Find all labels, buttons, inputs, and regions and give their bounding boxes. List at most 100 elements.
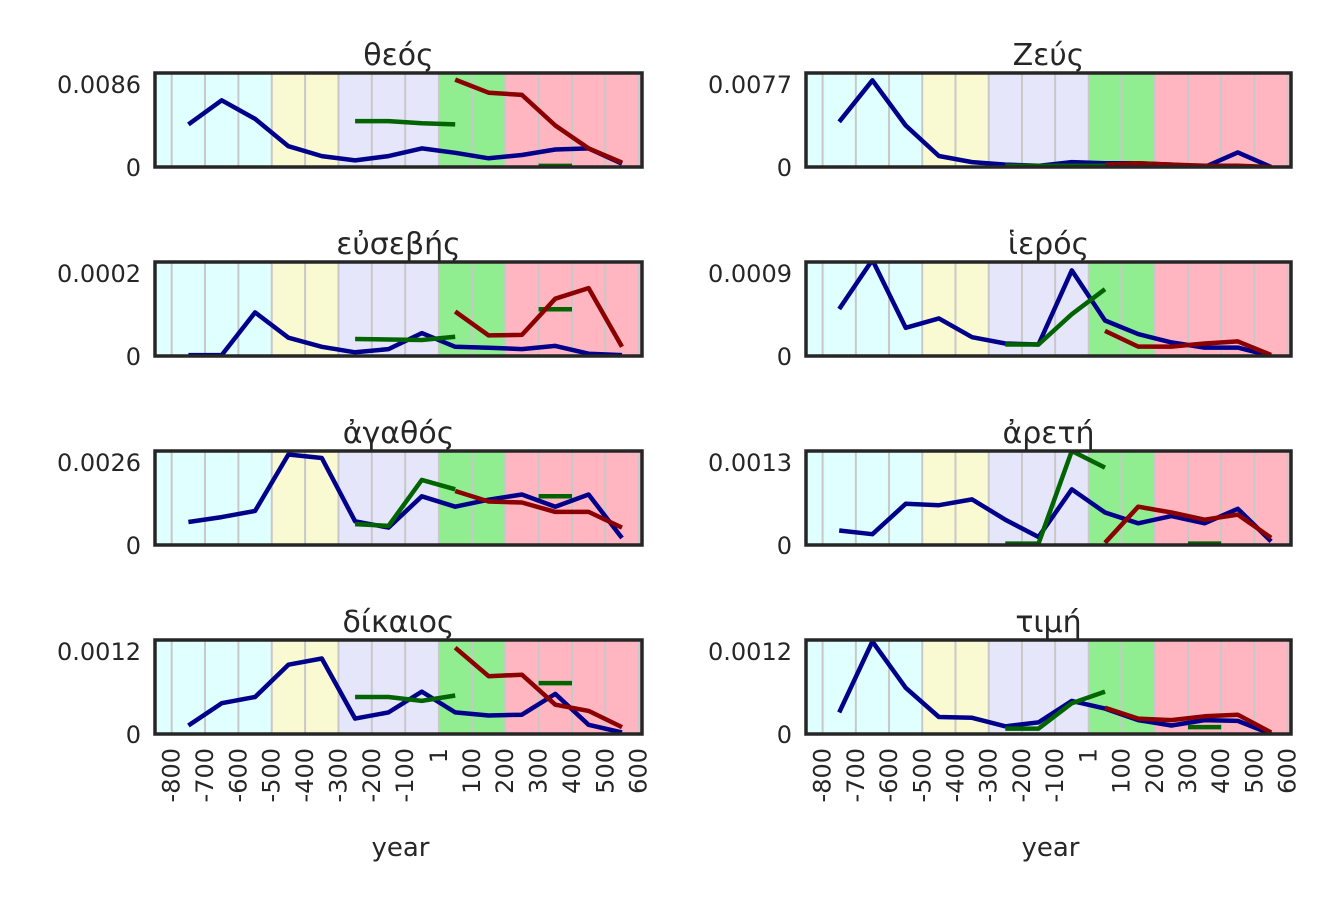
panel-plot-area: [806, 640, 1291, 734]
panel-2: Ζεύς 0.0077 0: [708, 38, 1293, 182]
y-tick-label-min: 0: [126, 721, 141, 749]
panel-4: ἱερός 0.0009 0: [708, 227, 1293, 371]
x-tick-label: -400: [942, 748, 970, 802]
panel-plot-area: [806, 451, 1291, 545]
y-tick-label-max: 0.0077: [708, 71, 792, 99]
series-line-red: [454, 488, 623, 530]
y-tick-label-max: 0.0009: [708, 260, 792, 288]
x-tick-label: 300: [1174, 748, 1202, 794]
panel-frame: [804, 71, 1293, 169]
x-tick-label: 1: [1075, 748, 1103, 763]
period-band: [155, 73, 272, 167]
y-tick-label-max: 0.0002: [57, 260, 141, 288]
y-tick-label-max: 0.0012: [708, 638, 792, 666]
x-tick-label: 600: [625, 748, 653, 794]
y-tick-label-min: 0: [126, 532, 141, 560]
y-tick-label-min: 0: [126, 343, 141, 371]
x-tick-label: 200: [491, 748, 519, 794]
panel-plot-area: [155, 73, 642, 167]
panel-5: ἀγαθός 0.0026 0: [57, 416, 644, 560]
series-line-blue: [187, 98, 623, 166]
x-tick-label: -800: [809, 748, 837, 802]
series-line-green: [354, 477, 456, 529]
panel-title: ἱερός: [1008, 227, 1089, 262]
x-tick-label: -500: [258, 748, 286, 802]
x-tick-label: 500: [1241, 748, 1269, 794]
series-line-blue: [837, 640, 1272, 734]
panel-title: θεός: [363, 38, 434, 73]
y-tick-label-min: 0: [777, 532, 792, 560]
x-tick-label: 400: [558, 748, 586, 794]
x-tick-label: 600: [1274, 748, 1302, 794]
x-tick-label: 400: [1207, 748, 1235, 794]
series-line-red: [454, 77, 623, 165]
x-tick-label: -600: [875, 748, 903, 802]
x-tick-label: -200: [1008, 748, 1036, 802]
y-tick-label-min: 0: [126, 154, 141, 182]
x-tick-label: -500: [908, 748, 936, 802]
y-tick-label-max: 0.0012: [57, 638, 141, 666]
panel-title: τιμή: [1015, 605, 1081, 640]
x-tick-label: -700: [842, 748, 870, 802]
series-line-red: [453, 645, 623, 730]
panel-title: Ζεύς: [1013, 38, 1085, 73]
period-band: [155, 262, 272, 356]
series-line-green: [1005, 689, 1106, 731]
series-line-red: [1104, 328, 1272, 356]
x-tick-label: 100: [1108, 748, 1136, 794]
x-tick-label: -300: [975, 748, 1003, 802]
series-line-blue: [838, 487, 1273, 544]
series-line-green: [355, 693, 456, 704]
y-tick-label-min: 0: [777, 154, 792, 182]
series-line-green: [1005, 287, 1107, 347]
panel-frame: [153, 260, 644, 358]
panel-frame: [153, 449, 644, 547]
x-tick-label: -100: [391, 748, 419, 802]
period-band: [806, 262, 923, 356]
y-tick-label-min: 0: [777, 721, 792, 749]
panel-frame: [804, 449, 1293, 547]
panel-6: ἀρετή 0.0013 0: [708, 416, 1293, 560]
series-line-red: [1103, 504, 1273, 545]
panel-plot-area: [155, 262, 642, 356]
panel-title: ἀρετή: [1002, 416, 1094, 451]
series-line-blue: [188, 452, 624, 540]
y-tick-label-max: 0.0086: [57, 71, 141, 99]
x-tick-label: -800: [158, 748, 186, 802]
period-band: [505, 73, 642, 167]
x-tick-label: -200: [358, 748, 386, 802]
panel-3: εὐσεβής 0.0002 0: [57, 227, 644, 371]
panel-plot-area: [806, 262, 1291, 356]
period-band: [988, 451, 1089, 545]
period-band: [806, 451, 923, 545]
period-band: [155, 451, 272, 545]
x-tick-label: -700: [191, 748, 219, 802]
panel-title: δίκαιος: [342, 605, 454, 640]
panel-8: τιμή 0.0012 0 -800 -700 -600 -500 -400 -300 -200-…: [708, 605, 1302, 863]
panel-frame: [153, 71, 644, 169]
x-tick-label: 300: [525, 748, 553, 794]
series-line-green: [355, 118, 456, 127]
period-band: [505, 640, 642, 734]
x-axis-label: year: [371, 833, 429, 863]
x-tick-label: 500: [591, 748, 619, 794]
x-tick-label: -100: [1041, 748, 1069, 802]
panel-frame: [153, 638, 644, 736]
y-tick-label-max: 0.0013: [708, 449, 792, 477]
x-tick-label: 1: [425, 748, 453, 763]
panel-plot-area: [806, 73, 1291, 167]
x-tick-label: -600: [224, 748, 252, 802]
series-line-blue: [837, 262, 1272, 356]
y-tick-label-max: 0.0026: [57, 449, 141, 477]
series-line-green: [355, 334, 456, 343]
period-band: [1154, 451, 1291, 545]
panel-1: θεός 0.0086 0: [57, 38, 644, 182]
y-tick-label-min: 0: [777, 343, 792, 371]
period-band: [988, 640, 1089, 734]
panel-plot-area: [155, 451, 642, 545]
x-tick-label: -300: [325, 748, 353, 802]
period-band: [988, 73, 1089, 167]
x-tick-label: 100: [458, 748, 486, 794]
series-line-red: [453, 285, 624, 348]
